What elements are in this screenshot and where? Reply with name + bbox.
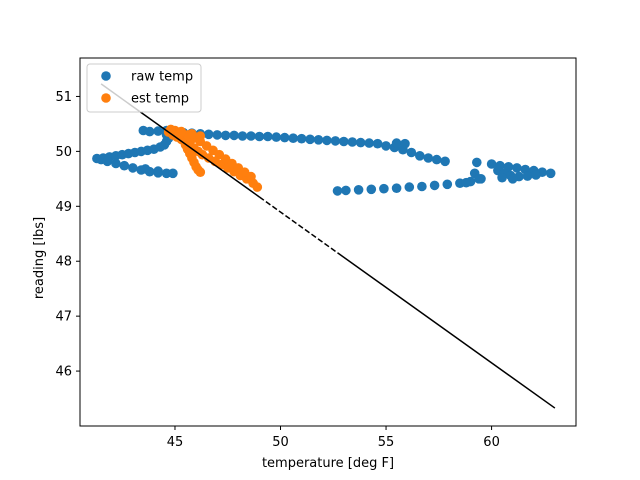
data-point (497, 172, 507, 183)
data-point (461, 177, 472, 188)
data-point (237, 131, 248, 141)
data-point (372, 138, 383, 149)
data-point (313, 135, 324, 145)
y-tick-label: 50 (55, 145, 72, 160)
data-point (431, 154, 442, 165)
data-point (212, 130, 222, 140)
data-point (404, 182, 415, 192)
data-point (111, 158, 121, 169)
data-point (271, 132, 282, 142)
data-point (442, 179, 453, 190)
fit-line-segment (337, 252, 556, 409)
data-point (522, 171, 533, 181)
data-point (220, 130, 231, 141)
data-point (531, 170, 541, 180)
data-point (406, 147, 417, 158)
data-point (472, 157, 482, 168)
data-point (545, 168, 556, 179)
y-tick-label: 49 (55, 200, 72, 215)
legend-label: raw temp (131, 70, 193, 85)
data-point (347, 137, 358, 147)
data-point (400, 138, 410, 149)
y-axis-label: reading [lbs] (32, 217, 47, 299)
data-point (330, 136, 341, 146)
data-point (128, 163, 138, 173)
data-point (166, 124, 176, 135)
data-point (263, 131, 273, 142)
data-point (246, 131, 256, 141)
data-point (144, 126, 155, 137)
data-point (474, 174, 484, 184)
y-tick-label: 48 (55, 255, 72, 270)
data-point (440, 156, 450, 167)
data-point (429, 180, 440, 191)
legend-marker (101, 71, 111, 81)
data-point (417, 181, 427, 192)
data-point (119, 160, 130, 171)
data-point (322, 135, 332, 146)
x-axis-label: temperature [deg F] (262, 456, 394, 471)
data-point (391, 183, 402, 193)
data-point (296, 133, 307, 144)
legend-marker (101, 93, 111, 103)
y-tick-label: 46 (55, 365, 72, 380)
data-point (153, 166, 163, 176)
y-tick-label: 47 (55, 310, 72, 325)
x-tick-label: 60 (483, 435, 500, 450)
data-point (391, 138, 402, 148)
axes-frame (79, 57, 577, 427)
data-point (288, 133, 299, 143)
data-point (279, 132, 290, 143)
x-tick-label: 55 (378, 435, 395, 450)
data-point (355, 137, 366, 148)
x-tick-label: 50 (272, 435, 289, 450)
legend-box (86, 63, 202, 113)
data-point (153, 126, 163, 136)
series-raw-temp (92, 125, 556, 196)
data-point (195, 167, 206, 177)
data-point (512, 163, 522, 173)
data-point (486, 159, 497, 169)
data-point (187, 129, 197, 139)
data-point (423, 153, 434, 163)
data-point (379, 183, 389, 194)
data-point (341, 185, 351, 196)
data-point (507, 174, 518, 184)
data-point (415, 151, 425, 161)
axes-layer: 45 50 55 60 46 47 48 49 50 51 (55, 57, 577, 450)
legend: raw temp est temp (86, 63, 202, 113)
data-point (176, 126, 187, 137)
data-point (305, 134, 315, 145)
series-est-temp (163, 124, 263, 192)
data-point (364, 138, 375, 148)
legend-label: est temp (131, 92, 189, 107)
data-point (140, 164, 151, 174)
data-point (381, 141, 391, 151)
data-point (246, 171, 256, 182)
data-point (168, 168, 178, 179)
data-point (353, 185, 364, 195)
data-point (252, 182, 263, 192)
data-point (366, 184, 377, 195)
data-point (339, 136, 349, 147)
x-tick-label: 45 (167, 435, 184, 450)
data-point (102, 156, 113, 167)
y-tick-label: 51 (55, 90, 72, 105)
data-point (195, 131, 206, 141)
plot-layer (92, 83, 556, 409)
data-point (254, 131, 265, 142)
data-point (332, 186, 343, 196)
data-point (229, 130, 239, 141)
data-point (203, 129, 214, 140)
